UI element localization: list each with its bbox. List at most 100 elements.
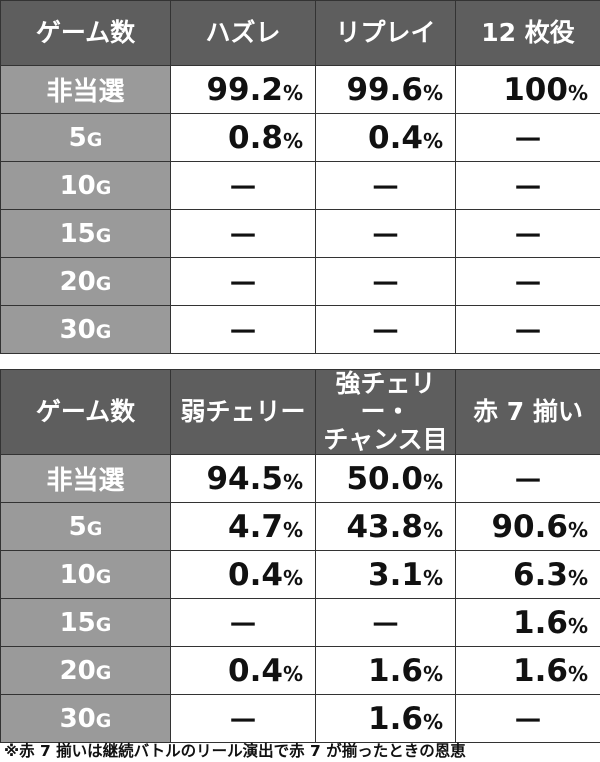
cell-value: － [512, 267, 544, 303]
value-cell: 99.2% [170, 65, 316, 114]
cell-unit: % [567, 661, 588, 686]
value-cell: 99.6% [315, 65, 456, 114]
value-cell: 1.6% [455, 598, 600, 647]
row-label-value: 非当選 [46, 77, 125, 107]
value-cell: 0.8% [170, 113, 316, 162]
cell-value: － [227, 219, 259, 255]
table-row: 30G － 1.6% － [0, 694, 600, 743]
row-label-unit: G [86, 517, 103, 540]
cell-value: 1.6 [368, 700, 423, 737]
cell-unit: % [567, 613, 588, 638]
cell-value: － [370, 267, 401, 303]
row-label: 20G [0, 257, 171, 306]
column-header: 弱チェリー [170, 369, 316, 455]
value-cell: － [455, 257, 600, 306]
cell-value: － [370, 608, 401, 644]
row-label-value: 30 [59, 314, 96, 345]
table-row: 20G 0.4% 1.6% 1.6% [0, 646, 600, 695]
cell-value: － [227, 267, 259, 303]
table-row: 15G － － 1.6% [0, 598, 600, 647]
cell-value: 0.4 [228, 652, 283, 689]
value-cell: － [315, 598, 456, 647]
cell-unit: % [422, 565, 443, 590]
value-cell: 0.4% [170, 550, 316, 599]
row-label: 非当選 [0, 454, 171, 503]
row-label: 15G [0, 598, 171, 647]
value-cell: 94.5% [170, 454, 316, 503]
value-cell: － [315, 209, 456, 258]
table-row: 30G － － － [0, 305, 600, 354]
value-cell: 4.7% [170, 502, 316, 551]
value-cell: 0.4% [315, 113, 456, 162]
column-header: リプレイ [315, 0, 456, 66]
row-label-value: 5 [68, 122, 87, 153]
cell-value: 100 [503, 71, 568, 108]
row-label-unit: G [95, 320, 112, 343]
cell-value: － [370, 171, 401, 207]
value-cell: － [315, 257, 456, 306]
cell-value: － [512, 464, 544, 500]
row-label: 20G [0, 646, 171, 695]
row-label-unit: G [86, 128, 103, 151]
table-row: 5G 0.8% 0.4% － [0, 113, 600, 162]
row-label: 30G [0, 305, 171, 354]
row-label-value: 20 [59, 266, 96, 297]
value-cell: － [455, 113, 600, 162]
value-cell: 3.1% [315, 550, 456, 599]
cell-unit: % [282, 128, 303, 153]
cell-value: 43.8 [346, 508, 423, 545]
column-header: 強チェリー・ チャンス目 [315, 369, 456, 455]
cell-value: － [227, 315, 259, 351]
cell-unit: % [567, 80, 588, 105]
column-header: ハズレ [170, 0, 316, 66]
cell-value: － [370, 219, 401, 255]
cell-value: 4.7 [228, 508, 283, 545]
value-cell: － [455, 161, 600, 210]
table-row: 5G 4.7% 43.8% 90.6% [0, 502, 600, 551]
row-label: 10G [0, 550, 171, 599]
cell-value: 99.6 [346, 71, 423, 108]
column-header: ゲーム数 [0, 369, 171, 455]
cell-unit: % [282, 565, 303, 590]
cell-unit: % [282, 80, 303, 105]
cell-value: － [512, 315, 544, 351]
table-row: 非当選 94.5% 50.0% － [0, 454, 600, 503]
cell-value: 6.3 [513, 556, 568, 593]
column-header: ゲーム数 [0, 0, 171, 66]
value-cell: － [170, 598, 316, 647]
value-cell: 50.0% [315, 454, 456, 503]
table-row: 15G － － － [0, 209, 600, 258]
value-cell: － [455, 454, 600, 503]
value-cell: － [455, 209, 600, 258]
cell-unit: % [567, 565, 588, 590]
cell-value: － [370, 315, 401, 351]
row-label: 15G [0, 209, 171, 258]
value-cell: 90.6% [455, 502, 600, 551]
row-label: 5G [0, 113, 171, 162]
row-label-unit: G [95, 661, 112, 684]
cell-value: 50.0 [346, 460, 423, 497]
row-label: 10G [0, 161, 171, 210]
row-label-value: 15 [59, 607, 96, 638]
value-cell: 1.6% [315, 694, 456, 743]
row-label-value: 非当選 [46, 466, 125, 496]
row-label-value: 30 [59, 703, 96, 734]
value-cell: － [170, 257, 316, 306]
value-cell: － [315, 305, 456, 354]
cell-unit: % [422, 469, 443, 494]
value-cell: － [455, 305, 600, 354]
cell-value: － [227, 704, 259, 740]
value-cell: － [455, 694, 600, 743]
probability-table-2: ゲーム数 弱チェリー 強チェリー・ チャンス目赤 7 揃い 非当選 94.5% 50.0%… [0, 369, 600, 743]
cell-unit: % [422, 517, 443, 542]
cell-unit: % [422, 661, 443, 686]
value-cell: 1.6% [315, 646, 456, 695]
row-label: 非当選 [0, 65, 171, 114]
cell-value: 3.1 [368, 556, 423, 593]
cell-unit: % [282, 517, 303, 542]
cell-unit: % [282, 469, 303, 494]
table-row: 10G 0.4% 3.1% 6.3% [0, 550, 600, 599]
column-header: 12 枚役 [455, 0, 600, 66]
table-row: 20G － － － [0, 257, 600, 306]
row-label-value: 10 [59, 170, 96, 201]
